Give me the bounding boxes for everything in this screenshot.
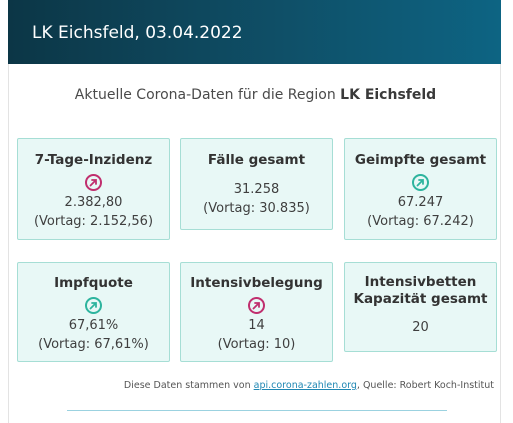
- arrow-up-right-icon: [85, 297, 102, 314]
- card-title: 7-Tage-Inzidenz: [34, 152, 153, 168]
- card-value: 67,61%: [68, 318, 119, 333]
- card-vaccination-rate: Impfquote 67,61% (Vortag: 67,61%): [17, 262, 170, 362]
- card-value: 31.258: [233, 182, 280, 197]
- header-bar: LK Eichsfeld, 03.04.2022: [8, 0, 501, 64]
- source-prefix: Diese Daten stammen von: [123, 380, 254, 391]
- arrow-up-right-icon: [248, 297, 265, 314]
- card-previous: (Vortag: 30.835): [203, 201, 310, 216]
- card-title: Fälle gesamt: [207, 152, 306, 168]
- card-title: Impfquote: [54, 275, 133, 291]
- card-cases-total: Fälle gesamt 31.258 (Vortag: 30.835): [180, 138, 333, 230]
- intro-text: Aktuelle Corona-Daten für die Region LK …: [9, 87, 502, 103]
- card-previous: (Vortag: 10): [217, 337, 296, 352]
- content-panel: Aktuelle Corona-Daten für die Region LK …: [8, 64, 501, 423]
- card-title: Geimpfte gesamt: [354, 152, 487, 168]
- card-previous: (Vortag: 2.152,56): [33, 214, 154, 229]
- card-title-line1: Intensivbetten: [364, 274, 477, 290]
- card-title-line2: Kapazität gesamt: [353, 291, 488, 307]
- card-value: 67.247: [397, 195, 444, 210]
- divider: [67, 410, 447, 411]
- card-value: 14: [248, 318, 265, 333]
- source-suffix: , Quelle: Robert Koch-Institut: [356, 380, 494, 391]
- intro-prefix: Aktuelle Corona-Daten für die Region: [74, 87, 341, 103]
- header-title: LK Eichsfeld, 03.04.2022: [32, 23, 243, 43]
- card-previous: (Vortag: 67,61%): [38, 337, 149, 352]
- api-link[interactable]: api.corona-zahlen.org: [253, 380, 357, 391]
- card-icu-capacity: Intensivbetten Kapazität gesamt 20: [344, 262, 497, 352]
- card-previous: (Vortag: 67.242): [367, 214, 474, 229]
- card-icu-occupancy: Intensivbelegung 14 (Vortag: 10): [180, 262, 333, 362]
- card-value: 2.382,80: [64, 195, 123, 210]
- card-incidence: 7-Tage-Inzidenz 2.382,80 (Vortag: 2.152,…: [17, 138, 170, 240]
- card-value: 20: [412, 320, 429, 335]
- intro-region: LK Eichsfeld: [340, 87, 437, 103]
- card-vaccinated-total: Geimpfte gesamt 67.247 (Vortag: 67.242): [344, 138, 497, 240]
- source-note: Diese Daten stammen von api.corona-zahle…: [9, 380, 502, 391]
- arrow-up-right-icon: [412, 174, 429, 191]
- card-title: Intensivbelegung: [190, 275, 323, 291]
- arrow-up-right-icon: [85, 174, 102, 191]
